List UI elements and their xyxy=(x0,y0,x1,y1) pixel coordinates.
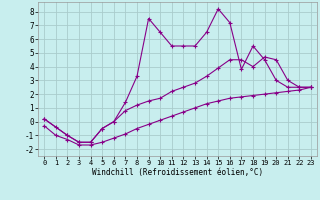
X-axis label: Windchill (Refroidissement éolien,°C): Windchill (Refroidissement éolien,°C) xyxy=(92,168,263,177)
